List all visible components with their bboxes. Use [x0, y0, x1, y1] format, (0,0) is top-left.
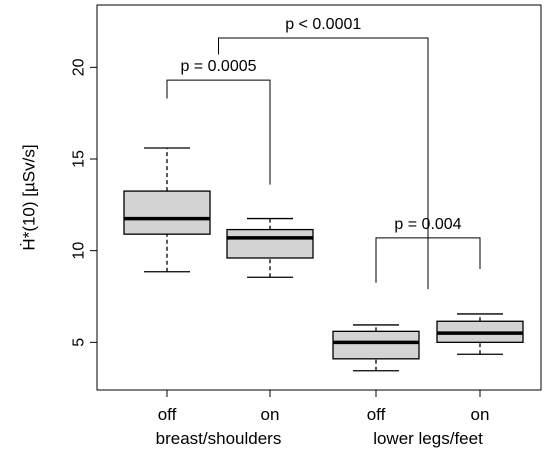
- group-label: breast/shoulders: [156, 429, 282, 448]
- x-tick-label: off: [158, 405, 177, 424]
- y-axis-label: Ḣ*(10) [µSv/s]: [20, 144, 39, 250]
- significance-bracket: [166, 79, 271, 185]
- p-value-label: p = 0.004: [394, 216, 461, 233]
- plot-frame: [96, 4, 542, 391]
- y-tick-label: 10: [71, 242, 88, 260]
- p-value-label: p < 0.0001: [285, 16, 361, 33]
- plot-area: 5 10 15 20 Ḣ*(10) [µSv/s] off on off on breast/sh…: [20, 4, 542, 448]
- y-tick-label: 20: [71, 58, 88, 76]
- x-tick-label: on: [471, 405, 490, 424]
- x-tick-label: on: [261, 405, 280, 424]
- box: [332, 330, 420, 360]
- significance-bracket: [375, 237, 481, 283]
- group-label: lower legs/feet: [373, 429, 483, 448]
- box: [123, 190, 211, 235]
- box: [226, 228, 314, 259]
- significance-bracket: [218, 37, 429, 290]
- x-tick-label: off: [367, 405, 386, 424]
- p-value-label: p = 0.0005: [180, 58, 256, 75]
- y-tick-label: 15: [71, 150, 88, 168]
- y-tick-label: 5: [71, 338, 88, 347]
